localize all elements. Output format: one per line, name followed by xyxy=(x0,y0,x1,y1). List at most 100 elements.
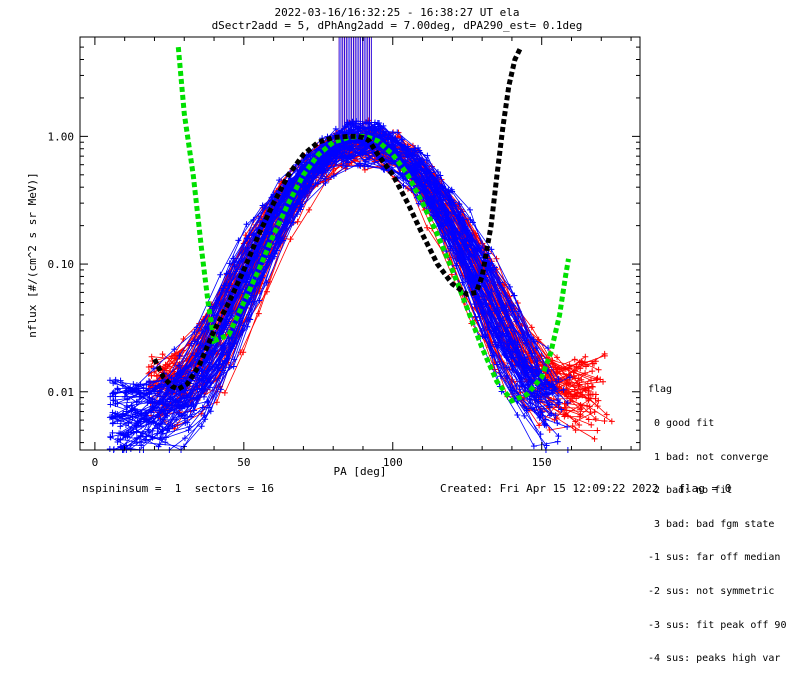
data-point xyxy=(594,375,601,382)
data-point xyxy=(572,427,579,434)
data-point xyxy=(491,306,498,313)
data-point xyxy=(546,412,553,419)
data-point xyxy=(287,236,294,243)
data-point xyxy=(235,258,242,265)
data-point xyxy=(489,352,496,359)
data-point xyxy=(536,422,543,429)
data-point xyxy=(204,371,211,378)
data-point xyxy=(109,409,116,416)
y-tick-label: 0.01 xyxy=(48,386,75,399)
data-point xyxy=(563,407,570,414)
data-point xyxy=(592,415,599,422)
data-point xyxy=(162,391,169,398)
x-tick-label: 0 xyxy=(92,456,99,469)
data-point xyxy=(175,362,182,369)
data-point xyxy=(423,169,430,176)
data-point xyxy=(462,275,469,282)
legend-title: flag xyxy=(648,384,673,396)
data-point xyxy=(419,159,426,166)
data-point xyxy=(162,361,169,368)
data-point xyxy=(245,311,252,318)
data-point xyxy=(171,350,178,357)
data-point xyxy=(315,146,322,153)
data-point xyxy=(594,403,601,410)
data-point xyxy=(206,384,213,391)
data-point xyxy=(181,435,188,442)
data-point xyxy=(589,368,596,375)
data-point xyxy=(177,368,184,375)
data-point xyxy=(137,432,144,439)
data-point xyxy=(456,242,463,249)
data-point xyxy=(521,412,528,419)
data-point xyxy=(162,439,169,446)
data-point xyxy=(566,362,573,369)
x-tick-label: 100 xyxy=(383,456,403,469)
data-point xyxy=(456,201,463,208)
data-point xyxy=(392,135,399,142)
data-point xyxy=(437,197,444,204)
data-point xyxy=(188,413,195,420)
data-point xyxy=(148,372,155,379)
data-point xyxy=(578,405,585,412)
data-point xyxy=(145,378,152,385)
data-point xyxy=(231,340,238,347)
data-point xyxy=(228,334,235,341)
data-point xyxy=(110,446,117,453)
data-point xyxy=(457,209,464,216)
legend-item: 0 good fit xyxy=(648,418,715,430)
data-point xyxy=(380,166,387,173)
data-point xyxy=(561,400,568,407)
spectrum-line xyxy=(118,122,559,418)
data-point xyxy=(312,180,319,187)
data-point xyxy=(112,393,119,400)
data-point xyxy=(589,383,596,390)
legend-item: -1 sus: far off median xyxy=(648,552,781,564)
data-point xyxy=(563,393,570,400)
data-point xyxy=(231,259,238,266)
data-point xyxy=(250,231,257,238)
data-point xyxy=(217,271,224,278)
data-point xyxy=(325,157,332,164)
data-point xyxy=(601,418,608,425)
data-point xyxy=(389,160,396,167)
data-point xyxy=(306,182,313,189)
data-point xyxy=(567,397,574,404)
data-point xyxy=(154,425,161,432)
data-point xyxy=(198,423,205,430)
data-point xyxy=(576,421,583,428)
data-point xyxy=(215,361,222,368)
data-point xyxy=(537,409,544,416)
data-point xyxy=(437,223,444,230)
data-point xyxy=(256,297,263,304)
data-point xyxy=(226,364,233,371)
data-point xyxy=(136,439,143,446)
data-point xyxy=(585,416,592,423)
data-point xyxy=(130,381,137,388)
data-point xyxy=(148,353,155,360)
data-point xyxy=(601,350,608,357)
data-point xyxy=(116,430,123,437)
data-point xyxy=(546,381,553,388)
data-point xyxy=(299,161,306,168)
data-point xyxy=(145,421,152,428)
data-point xyxy=(125,412,132,419)
data-point xyxy=(511,292,518,299)
data-point xyxy=(124,433,131,440)
data-point xyxy=(244,323,251,330)
data-point xyxy=(543,442,550,449)
data-point xyxy=(534,388,541,395)
data-point xyxy=(578,358,585,365)
data-point xyxy=(591,360,598,367)
data-point xyxy=(592,391,599,398)
data-point xyxy=(283,191,290,198)
y-tick-label: 1.00 xyxy=(48,130,75,143)
data-point xyxy=(120,432,127,439)
data-point xyxy=(117,377,124,384)
legend-item: 2 bad: no fit xyxy=(648,485,733,497)
data-point xyxy=(523,407,530,414)
data-point xyxy=(110,397,117,404)
data-point xyxy=(571,356,578,363)
data-point xyxy=(294,218,301,225)
data-point xyxy=(377,131,384,138)
data-point xyxy=(515,308,522,315)
